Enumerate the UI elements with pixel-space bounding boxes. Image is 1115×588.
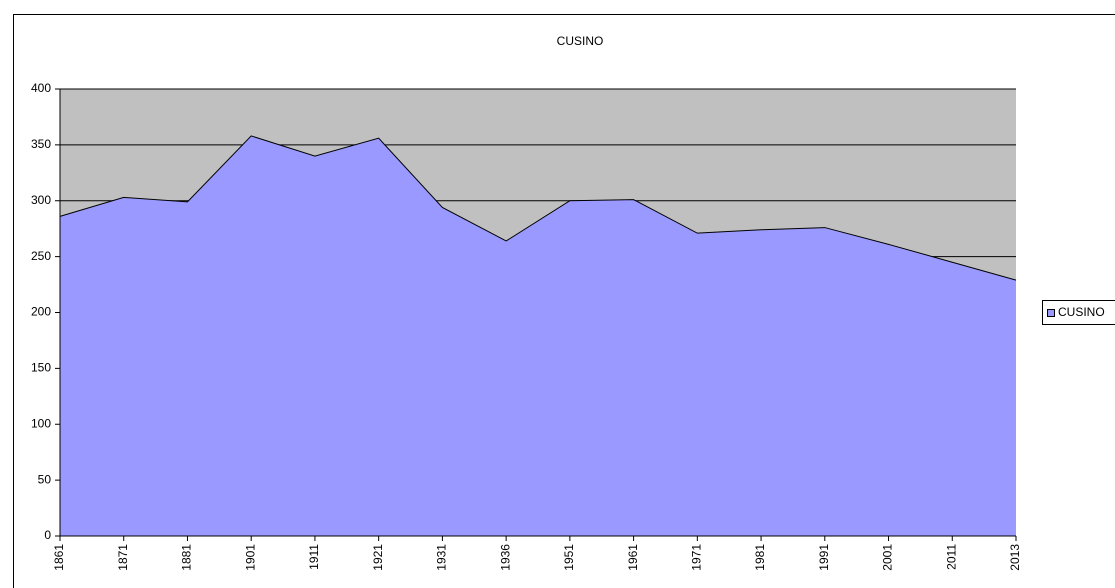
area-outline xyxy=(59,135,1017,281)
x-tick-label: 1871 xyxy=(116,544,130,571)
y-tick-label: 200 xyxy=(31,305,51,319)
y-tick-label: 250 xyxy=(31,249,51,263)
x-tick-label: 2001 xyxy=(881,544,895,571)
legend-label: CUSINO xyxy=(1058,305,1105,319)
y-tick-label: 50 xyxy=(38,472,52,486)
x-tick-label: 1936 xyxy=(498,544,512,571)
x-tick-label: 1991 xyxy=(817,544,831,571)
x-tick-label: 1861 xyxy=(52,544,66,571)
y-tick-label: 400 xyxy=(31,81,51,95)
x-tick-label: 1921 xyxy=(371,544,385,571)
y-tick-label: 350 xyxy=(31,137,51,151)
x-tick-label: 1911 xyxy=(307,544,321,570)
x-tick-label: 1931 xyxy=(435,544,449,571)
x-tick-label: 1901 xyxy=(243,544,257,571)
x-tick-label: 1961 xyxy=(626,544,640,571)
y-tick-label: 100 xyxy=(31,416,51,430)
x-tick-label: 2011 xyxy=(944,544,958,570)
x-tick-label: 2013 xyxy=(1008,544,1022,571)
x-tick-label: 1971 xyxy=(690,544,704,571)
x-tick-label: 1981 xyxy=(753,544,767,571)
y-tick-label: 300 xyxy=(31,193,51,207)
area xyxy=(60,135,1016,536)
x-tick-label: 1951 xyxy=(562,544,576,571)
y-tick-label: 150 xyxy=(31,361,51,375)
y-tick-label: 0 xyxy=(44,528,51,542)
chart-title: CUSINO xyxy=(557,34,604,48)
legend-swatch xyxy=(1047,309,1055,317)
x-tick-label: 1881 xyxy=(180,544,194,571)
